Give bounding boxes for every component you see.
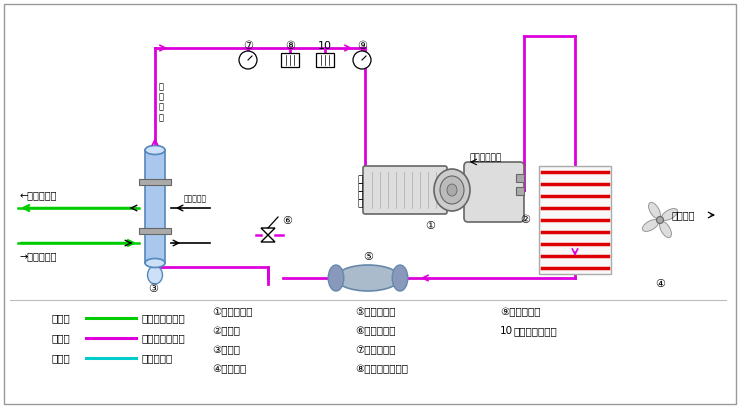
Text: 10: 10 (318, 41, 332, 51)
Text: 风向流动: 风向流动 (672, 210, 696, 220)
Ellipse shape (392, 265, 408, 291)
Text: ①: ① (425, 221, 435, 231)
Text: ③蒸发器: ③蒸发器 (212, 345, 240, 355)
Bar (139, 179, 171, 185)
Text: 低
压
吸
气: 低 压 吸 气 (159, 82, 164, 122)
Polygon shape (261, 228, 275, 235)
Ellipse shape (659, 222, 671, 237)
Text: ⑧低压压力控制器: ⑧低压压力控制器 (355, 364, 408, 374)
Bar (539, 166, 611, 274)
Circle shape (239, 51, 257, 69)
Bar (139, 228, 171, 234)
Text: 压: 压 (357, 184, 363, 193)
Text: ⑨: ⑨ (357, 41, 367, 51)
Ellipse shape (336, 265, 400, 291)
Text: 高压排气流向: 高压排气流向 (470, 153, 502, 162)
Text: ←载冷剂出口: ←载冷剂出口 (20, 190, 58, 200)
Text: →载冷剂流入: →载冷剂流入 (20, 251, 58, 261)
Text: 低: 低 (357, 175, 363, 184)
Text: ⑦: ⑦ (243, 41, 253, 51)
Ellipse shape (329, 265, 344, 291)
Bar (316, 53, 334, 67)
FancyBboxPatch shape (464, 162, 524, 222)
Bar (516, 187, 524, 195)
Text: ⑨高压压力表: ⑨高压压力表 (500, 307, 540, 317)
Text: ⑥供液膨胀阀: ⑥供液膨胀阀 (355, 326, 395, 336)
Text: 吸: 吸 (357, 191, 363, 200)
Text: 制冷剂循环回路: 制冷剂循环回路 (142, 333, 186, 343)
Text: 水循环回路: 水循环回路 (142, 353, 173, 363)
Text: 气: 气 (357, 200, 363, 208)
Text: 绿色线: 绿色线 (52, 313, 71, 323)
Text: ④: ④ (655, 279, 665, 289)
Text: 载冷剂循环回路: 载冷剂循环回路 (142, 313, 186, 323)
Bar (281, 53, 299, 67)
Ellipse shape (648, 202, 661, 219)
Bar (516, 174, 524, 182)
Text: 低压吸气入: 低压吸气入 (184, 194, 206, 203)
Ellipse shape (147, 266, 163, 284)
Text: ④冷却风扇: ④冷却风扇 (212, 364, 246, 374)
Ellipse shape (447, 184, 457, 196)
Text: ⑦低压压力表: ⑦低压压力表 (355, 345, 395, 355)
Ellipse shape (642, 220, 659, 231)
Text: ⑧: ⑧ (285, 41, 295, 51)
Text: 蓝色线: 蓝色线 (52, 353, 71, 363)
Text: 红色线: 红色线 (52, 333, 71, 343)
Text: ②冷凝器: ②冷凝器 (212, 326, 240, 336)
Circle shape (353, 51, 371, 69)
Text: 10: 10 (500, 326, 513, 336)
Ellipse shape (440, 176, 464, 204)
Bar (145, 150, 165, 263)
Circle shape (656, 217, 664, 224)
FancyBboxPatch shape (363, 166, 447, 214)
Ellipse shape (662, 208, 678, 220)
Text: ⑤: ⑤ (363, 252, 373, 262)
Text: ⑤干燥过滤器: ⑤干燥过滤器 (355, 307, 395, 317)
Text: ③: ③ (148, 284, 158, 294)
Ellipse shape (434, 169, 470, 211)
Text: 高压压力控制器: 高压压力控制器 (513, 326, 556, 336)
Ellipse shape (145, 259, 165, 268)
Text: ①螺杆压缩机: ①螺杆压缩机 (212, 307, 252, 317)
Polygon shape (261, 235, 275, 242)
Text: ②: ② (520, 215, 530, 225)
Ellipse shape (145, 146, 165, 155)
Text: ⑥: ⑥ (282, 216, 292, 226)
